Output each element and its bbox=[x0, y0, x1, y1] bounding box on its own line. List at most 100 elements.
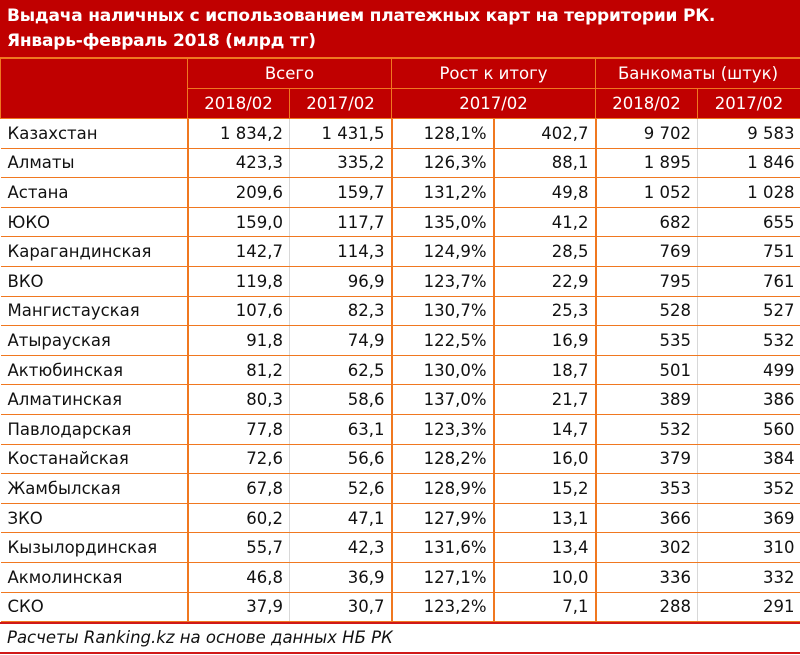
region-cell: ЮКО bbox=[0, 206, 189, 238]
total-2017-cell: 30,7 bbox=[289, 591, 393, 623]
atm-2018-cell: 532 bbox=[595, 413, 698, 445]
growth-abs-cell: 28,5 bbox=[493, 236, 597, 267]
atm-2018-cell: 353 bbox=[595, 473, 698, 504]
total-2017-cell: 63,1 bbox=[289, 413, 393, 445]
region-cell: ЗКО bbox=[0, 502, 189, 534]
growth-pct-cell: 137,0% bbox=[391, 384, 495, 415]
table-row: ВКО 119,8 96,9 123,7% 22,9 795 761 bbox=[0, 265, 800, 297]
header-growth-2017: 2017/02 bbox=[391, 88, 596, 119]
atm-2017-cell: 527 bbox=[697, 295, 800, 327]
growth-pct-cell: 123,2% bbox=[391, 591, 495, 623]
growth-abs-cell: 402,7 bbox=[493, 118, 597, 149]
total-2018-cell: 77,8 bbox=[187, 413, 290, 445]
growth-pct-cell: 127,1% bbox=[391, 561, 495, 593]
growth-abs-cell: 88,1 bbox=[493, 147, 597, 179]
atm-2017-cell: 9 583 bbox=[697, 118, 800, 149]
total-2018-cell: 46,8 bbox=[187, 561, 290, 593]
growth-abs-cell: 13,4 bbox=[493, 532, 597, 563]
growth-pct-cell: 130,7% bbox=[391, 295, 495, 327]
growth-abs-cell: 16,9 bbox=[493, 325, 597, 356]
growth-pct-cell: 128,1% bbox=[391, 118, 495, 149]
total-2017-cell: 82,3 bbox=[289, 295, 393, 327]
table-body: Казахстан 1 834,2 1 431,5 128,1% 402,7 9… bbox=[0, 118, 800, 623]
atm-2017-cell: 761 bbox=[697, 265, 800, 297]
atm-2018-cell: 769 bbox=[595, 236, 698, 267]
total-2017-cell: 56,6 bbox=[289, 443, 393, 475]
atm-2017-cell: 655 bbox=[697, 206, 800, 238]
growth-pct-cell: 124,9% bbox=[391, 236, 495, 267]
region-cell: Жамбылская bbox=[0, 473, 189, 504]
total-2017-cell: 36,9 bbox=[289, 561, 393, 593]
total-2017-cell: 58,6 bbox=[289, 384, 393, 415]
region-cell: ВКО bbox=[0, 265, 189, 297]
table-row: Астана 209,6 159,7 131,2% 49,8 1 052 1 0… bbox=[0, 177, 800, 208]
table-row: ЗКО 60,2 47,1 127,9% 13,1 366 369 bbox=[0, 502, 800, 534]
atm-2017-cell: 386 bbox=[697, 384, 800, 415]
title-band: Выдача наличных с использованием платежн… bbox=[0, 0, 800, 58]
header-group-atms: Банкоматы (штук) bbox=[594, 58, 800, 89]
growth-abs-cell: 18,7 bbox=[493, 354, 597, 386]
growth-pct-cell: 135,0% bbox=[391, 206, 495, 238]
growth-abs-cell: 49,8 bbox=[493, 177, 597, 208]
atm-2018-cell: 795 bbox=[595, 265, 698, 297]
header-group-total: Всего bbox=[187, 58, 392, 89]
table-row: Жамбылская 67,8 52,6 128,9% 15,2 353 352 bbox=[0, 473, 800, 504]
growth-abs-cell: 22,9 bbox=[493, 265, 597, 297]
total-2018-cell: 159,0 bbox=[187, 206, 290, 238]
header-total-2017: 2017/02 bbox=[289, 88, 392, 119]
total-2017-cell: 62,5 bbox=[289, 354, 393, 386]
table-row: Актюбинская 81,2 62,5 130,0% 18,7 501 49… bbox=[0, 354, 800, 386]
growth-pct-cell: 131,2% bbox=[391, 177, 495, 208]
total-2018-cell: 55,7 bbox=[187, 532, 290, 563]
table-title: Выдача наличных с использованием платежн… bbox=[7, 6, 716, 26]
atm-2018-cell: 379 bbox=[595, 443, 698, 475]
atm-2017-cell: 310 bbox=[697, 532, 800, 563]
atm-2018-cell: 1 895 bbox=[595, 147, 698, 179]
table-row: Атырауская 91,8 74,9 122,5% 16,9 535 532 bbox=[0, 325, 800, 356]
total-2018-cell: 142,7 bbox=[187, 236, 290, 267]
total-2018-cell: 81,2 bbox=[187, 354, 290, 386]
header-group-row: Всего Рост к итогу Банкоматы (штук) bbox=[0, 58, 800, 119]
region-cell: Карагандинская bbox=[0, 236, 189, 267]
table-row: Карагандинская 142,7 114,3 124,9% 28,5 7… bbox=[0, 236, 800, 267]
region-cell: Актюбинская bbox=[0, 354, 189, 386]
region-cell: Алматы bbox=[0, 147, 189, 179]
atm-2017-cell: 1 846 bbox=[697, 147, 800, 179]
growth-pct-cell: 123,3% bbox=[391, 413, 495, 445]
total-2017-cell: 52,6 bbox=[289, 473, 393, 504]
table-row: Казахстан 1 834,2 1 431,5 128,1% 402,7 9… bbox=[0, 118, 800, 149]
atm-2018-cell: 501 bbox=[595, 354, 698, 386]
atm-2017-cell: 384 bbox=[697, 443, 800, 475]
growth-pct-cell: 128,9% bbox=[391, 473, 495, 504]
total-2017-cell: 117,7 bbox=[289, 206, 393, 238]
total-2018-cell: 107,6 bbox=[187, 295, 290, 327]
total-2018-cell: 72,6 bbox=[187, 443, 290, 475]
growth-abs-cell: 10,0 bbox=[493, 561, 597, 593]
total-2018-cell: 60,2 bbox=[187, 502, 290, 534]
growth-pct-cell: 128,2% bbox=[391, 443, 495, 475]
atm-2017-cell: 332 bbox=[697, 561, 800, 593]
table-row: Костанайская 72,6 56,6 128,2% 16,0 379 3… bbox=[0, 443, 800, 475]
header-region-blank bbox=[0, 58, 188, 119]
growth-abs-cell: 15,2 bbox=[493, 473, 597, 504]
total-2017-cell: 114,3 bbox=[289, 236, 393, 267]
table-subtitle: Январь-февраль 2018 (млрд тг) bbox=[7, 31, 316, 51]
region-cell: СКО bbox=[0, 591, 189, 623]
total-2018-cell: 1 834,2 bbox=[187, 118, 290, 149]
atm-2018-cell: 682 bbox=[595, 206, 698, 238]
atm-2018-cell: 9 702 bbox=[595, 118, 698, 149]
region-cell: Павлодарская bbox=[0, 413, 189, 445]
total-2017-cell: 335,2 bbox=[289, 147, 393, 179]
table-row: Павлодарская 77,8 63,1 123,3% 14,7 532 5… bbox=[0, 413, 800, 445]
total-2018-cell: 423,3 bbox=[187, 147, 290, 179]
growth-pct-cell: 130,0% bbox=[391, 354, 495, 386]
atm-2017-cell: 291 bbox=[697, 591, 800, 623]
header-total-2018: 2018/02 bbox=[187, 88, 290, 119]
header-atm-2018: 2018/02 bbox=[595, 88, 698, 119]
total-2017-cell: 74,9 bbox=[289, 325, 393, 356]
atm-2017-cell: 352 bbox=[697, 473, 800, 504]
atm-2017-cell: 560 bbox=[697, 413, 800, 445]
atm-2018-cell: 389 bbox=[595, 384, 698, 415]
atm-2018-cell: 528 bbox=[595, 295, 698, 327]
region-cell: Атырауская bbox=[0, 325, 189, 356]
